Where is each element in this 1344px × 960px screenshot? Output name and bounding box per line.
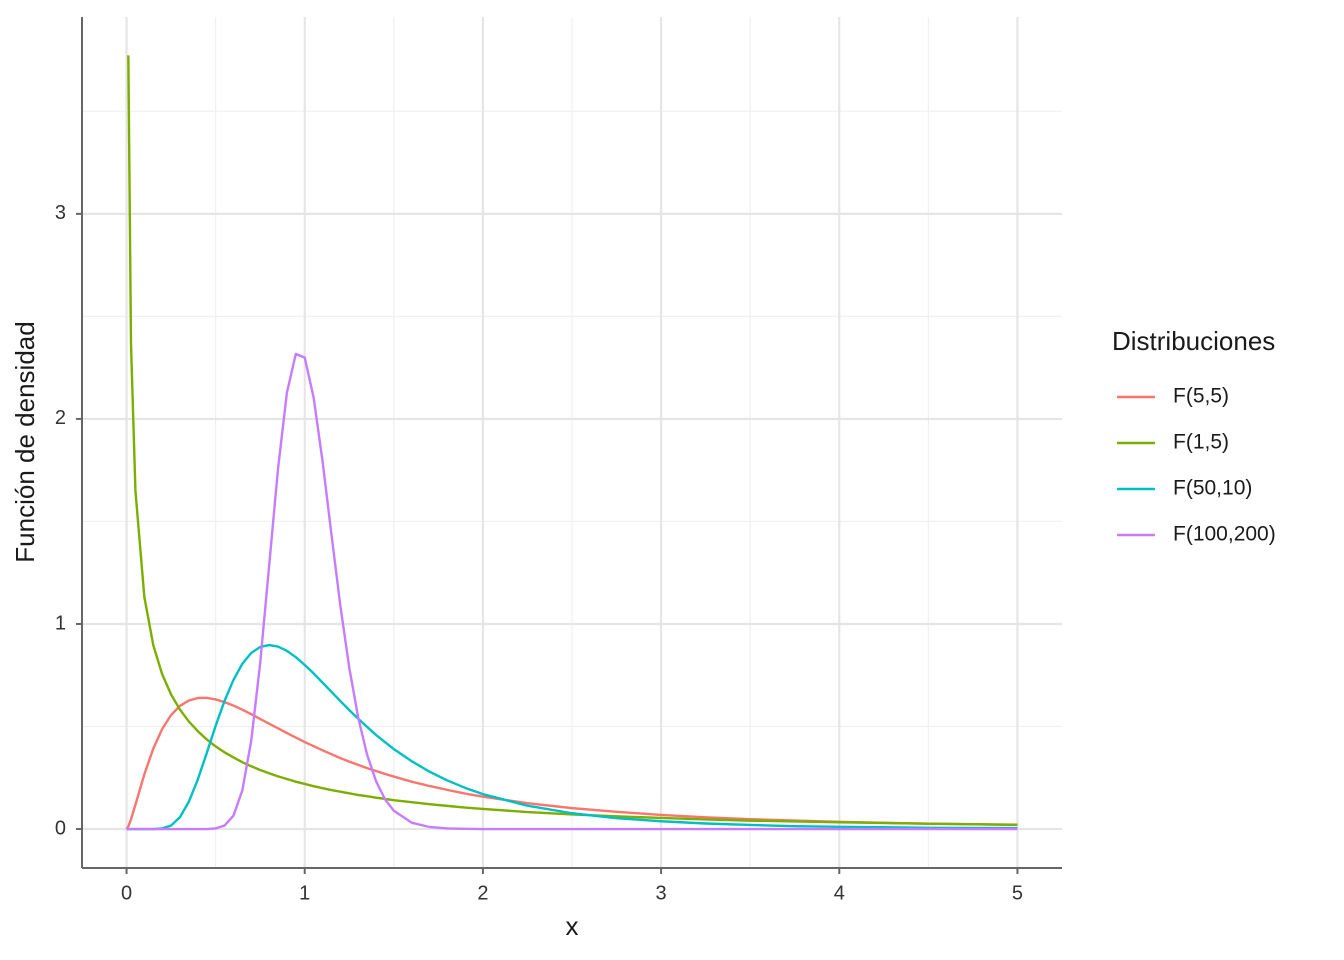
x-tick-label: 1: [299, 882, 310, 904]
x-tick-label: 4: [834, 882, 845, 904]
legend-label: F(1,5): [1173, 431, 1229, 454]
legend-label: F(50,10): [1173, 477, 1252, 500]
grid: [82, 17, 1062, 868]
legend-title: Distribuciones: [1112, 326, 1275, 356]
series-line: [127, 55, 1018, 826]
y-tick-label: 0: [55, 817, 66, 839]
x-tick-label: 0: [121, 882, 132, 904]
y-tick-label: 2: [55, 407, 66, 429]
legend: Distribuciones F(5,5) F(1,5) F(50,10) F(100,…: [1112, 326, 1276, 546]
series-line: [126, 643, 1018, 831]
series-line: [126, 352, 1018, 831]
axes: 0 1 2 3 4 5 0 1 2 3: [55, 17, 1062, 904]
x-tick-label: 5: [1012, 882, 1023, 904]
y-tick-label: 3: [55, 202, 66, 224]
y-tick-label: 1: [55, 612, 66, 634]
x-tick-label: 2: [477, 882, 488, 904]
x-tick-label: 3: [656, 882, 667, 904]
legend-label: F(5,5): [1173, 385, 1229, 408]
legend-label: F(100,200): [1173, 523, 1276, 546]
x-axis-title: x: [566, 911, 579, 941]
y-axis-title: Función de densidad: [10, 321, 40, 562]
lines: [125, 55, 1018, 831]
